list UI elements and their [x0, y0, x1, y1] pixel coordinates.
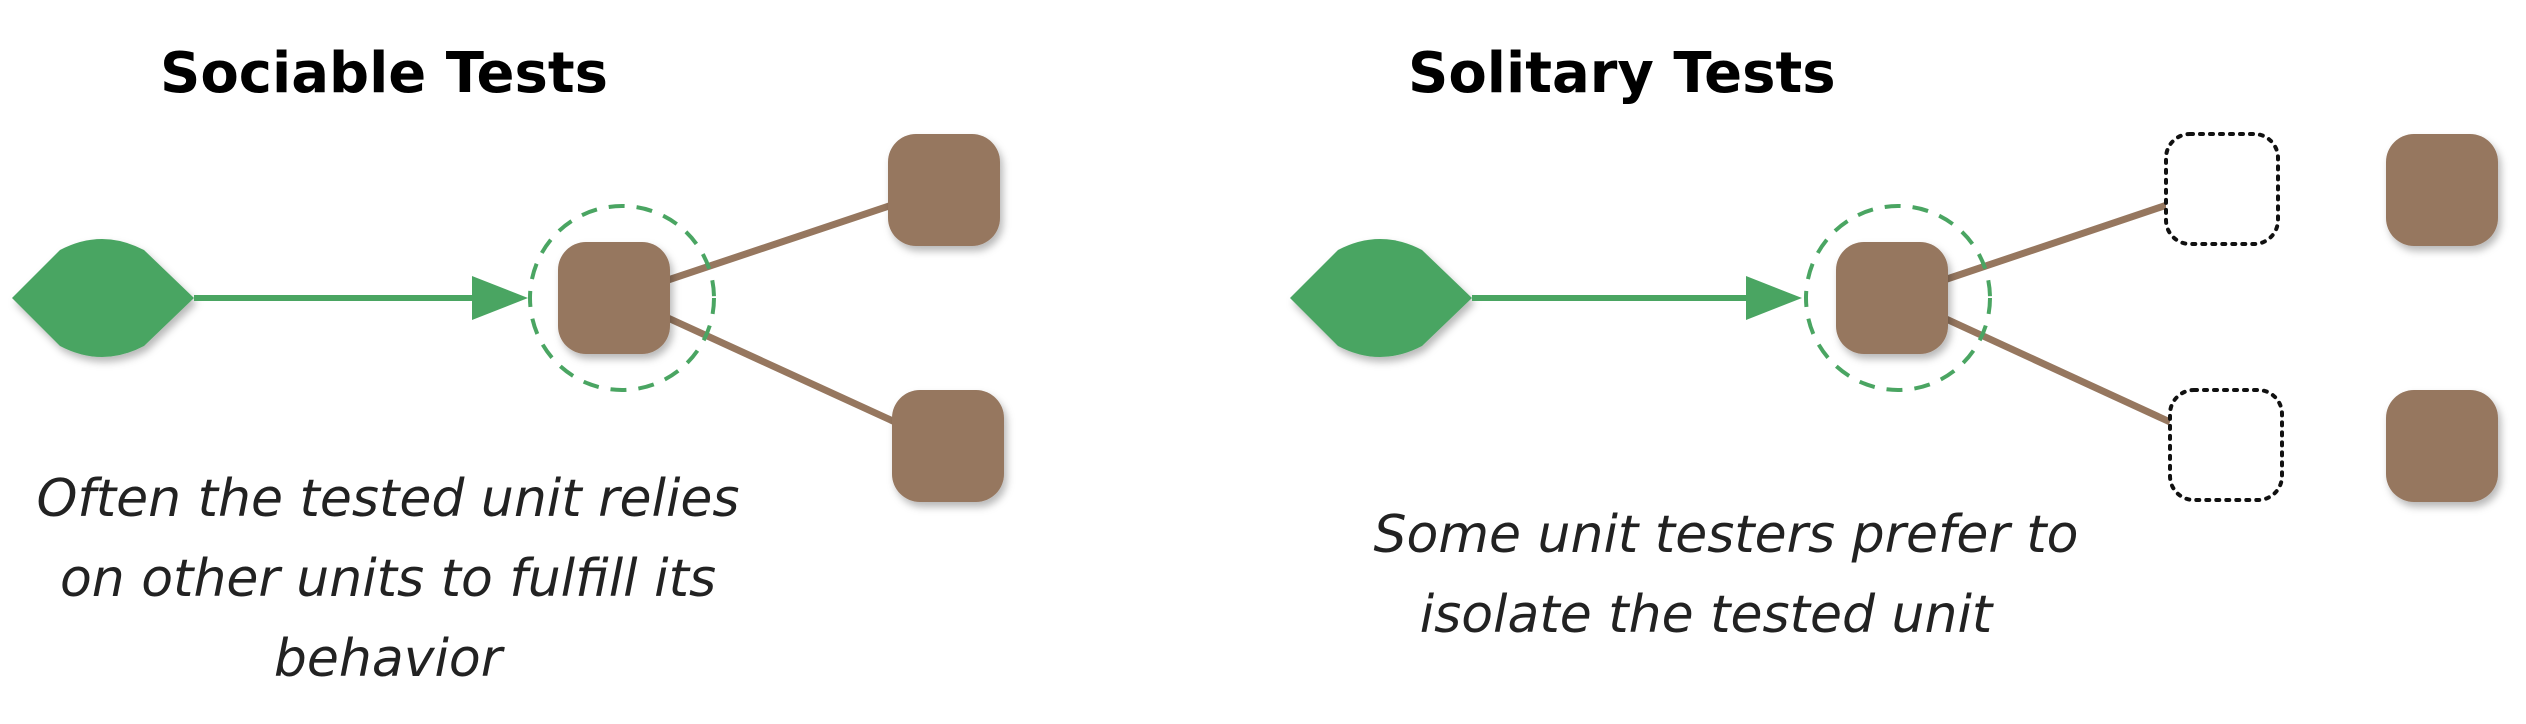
- test-double-lower: [2168, 388, 2284, 502]
- solitary-tests-caption: Some unit testers prefer to isolate the …: [1374, 505, 2079, 645]
- caption-line: behavior: [274, 629, 506, 689]
- caption-line: isolate the tested unit: [1420, 585, 1994, 645]
- dependency-line-lower: [666, 314, 897, 426]
- caption-line: on other units to fulfill its: [60, 549, 716, 609]
- tested-unit: [1836, 242, 1948, 354]
- tested-unit-highlight: [528, 204, 716, 392]
- tested-unit-highlight: [1804, 204, 1992, 392]
- test-diamond: [1290, 239, 1472, 357]
- test-diamond: [12, 239, 194, 357]
- double-line-upper: [1942, 200, 2172, 284]
- sociable-tests-title: Sociable Tests: [160, 41, 608, 106]
- collaborator-unit-lower: [892, 390, 1004, 502]
- tested-unit: [558, 242, 670, 354]
- dependency-line-upper: [666, 200, 897, 284]
- test-call-arrow: [1746, 276, 1802, 320]
- double-line-lower: [1942, 314, 2172, 426]
- sociable-tests-panel: Sociable Tests Often the tested unit rel…: [12, 41, 1004, 689]
- detached-collaborator-lower: [2386, 390, 2498, 502]
- solitary-tests-panel: Solitary Tests Some unit testers prefer …: [1290, 41, 2498, 645]
- sociable-tests-caption: Often the tested unit relies on other un…: [37, 469, 740, 689]
- test-double-upper: [2164, 132, 2280, 246]
- caption-line: Some unit testers prefer to: [1374, 505, 2079, 565]
- solitary-tests-title: Solitary Tests: [1408, 41, 1836, 106]
- test-call-arrow: [472, 276, 528, 320]
- collaborator-unit-upper: [888, 134, 1000, 246]
- caption-line: Often the tested unit relies: [37, 469, 740, 529]
- detached-collaborator-upper: [2386, 134, 2498, 246]
